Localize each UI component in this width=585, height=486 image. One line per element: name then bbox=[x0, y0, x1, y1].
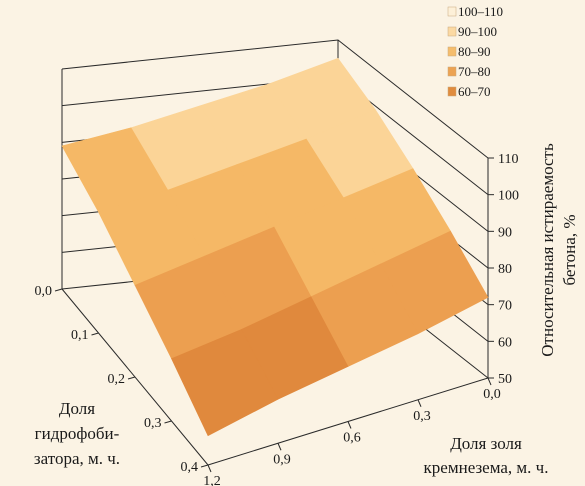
legend-label: 100–110 bbox=[458, 4, 503, 19]
legend-swatch bbox=[447, 46, 457, 57]
chart-legend: 100–110 90–100 80–90 70–80 60–70 bbox=[447, 4, 503, 99]
x-axis-title: Доля золя кремнезема, м. ч. bbox=[424, 434, 549, 477]
z-tick-label: 50 bbox=[498, 372, 512, 387]
legend-swatch bbox=[447, 6, 457, 17]
z-tick-label: 80 bbox=[498, 262, 512, 277]
legend-label: 70–80 bbox=[458, 64, 491, 79]
chart-axes: 50 60 70 80 90 100 110 0,0 0,1 0,2 0,3 0,4 0,0 0,3 0,6… bbox=[35, 152, 520, 486]
y-tick-mark bbox=[200, 464, 209, 468]
x-axis-title-line: кремнезема, м. ч. bbox=[424, 458, 549, 477]
x-tick-mark bbox=[417, 399, 422, 407]
y-axis-title-line: Доля bbox=[59, 399, 95, 418]
y-tick-label: 0,2 bbox=[108, 372, 126, 387]
y-axis-title-line: гидрофоби- bbox=[35, 424, 120, 443]
y-tick-mark bbox=[164, 420, 172, 424]
x-tick-label: 0,3 bbox=[413, 409, 431, 424]
z-axis-title-line: Относительная истираемость bbox=[538, 143, 557, 357]
y-tick-label: 0,3 bbox=[144, 416, 162, 431]
z-tick-label: 110 bbox=[498, 152, 518, 167]
x-tick-label: 0,9 bbox=[273, 452, 291, 467]
x-tick-mark bbox=[277, 443, 282, 451]
y-tick-mark bbox=[127, 376, 136, 380]
x-tick-label: 0,6 bbox=[343, 431, 361, 446]
y-tick-label: 0,1 bbox=[71, 328, 89, 343]
z-axis-title: Относительная истираемость бетона, % bbox=[538, 143, 579, 357]
x-tick-mark bbox=[487, 377, 492, 386]
legend-label: 80–90 bbox=[458, 44, 491, 59]
z-tick-label: 90 bbox=[498, 225, 512, 240]
x-axis-title-line: Доля золя bbox=[450, 434, 522, 453]
surface-cell bbox=[171, 329, 279, 437]
y-tick-mark bbox=[91, 332, 99, 336]
legend-swatch bbox=[447, 66, 457, 77]
axis-titles: Доля гидрофоби-затора, м. ч. Доля золя крем… bbox=[34, 143, 579, 477]
z-axis-title-line: бетона, % bbox=[560, 215, 579, 286]
y-tick-mark bbox=[54, 288, 63, 292]
legend-label: 90–100 bbox=[458, 24, 497, 39]
y-axis-title-line: затора, м. ч. bbox=[34, 449, 120, 468]
x-tick-label: 0,0 bbox=[483, 387, 501, 402]
legend-label: 60–70 bbox=[458, 84, 491, 99]
surface bbox=[61, 57, 489, 437]
y-tick-label: 0,4 bbox=[181, 460, 199, 475]
z-tick-label: 70 bbox=[498, 299, 512, 314]
legend-swatch bbox=[447, 26, 457, 37]
x-tick-mark bbox=[347, 421, 352, 429]
legend-swatch bbox=[447, 86, 457, 97]
x-tick-label: 1,2 bbox=[203, 474, 221, 486]
y-tick-label: 0,0 bbox=[35, 284, 53, 299]
z-tick-label: 100 bbox=[498, 189, 519, 204]
z-tick-label: 60 bbox=[498, 335, 512, 350]
x-tick-mark bbox=[207, 464, 212, 473]
y-axis-title: Доля гидрофоби-затора, м. ч. bbox=[34, 399, 120, 468]
